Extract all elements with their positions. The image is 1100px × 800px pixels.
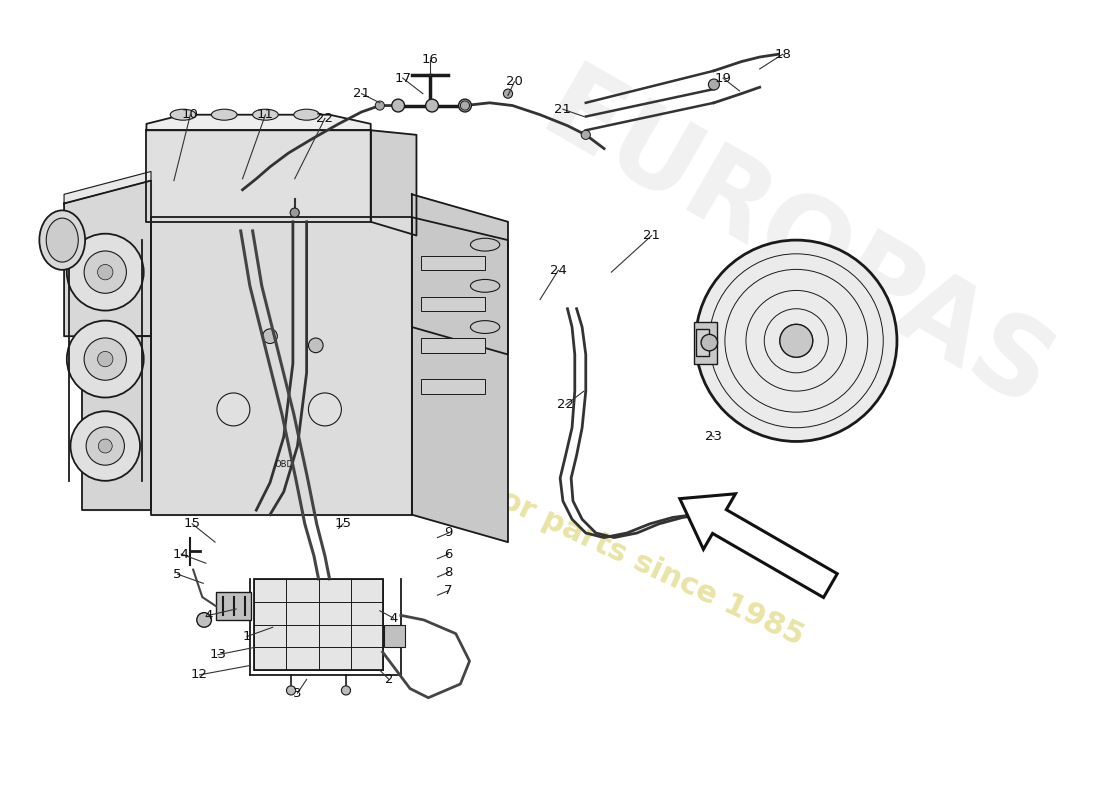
Circle shape — [67, 321, 144, 398]
Ellipse shape — [253, 110, 278, 120]
Ellipse shape — [471, 321, 499, 334]
Polygon shape — [151, 218, 411, 514]
Text: 9: 9 — [444, 526, 453, 539]
Circle shape — [84, 251, 126, 294]
Circle shape — [701, 334, 717, 351]
Text: 19: 19 — [715, 71, 732, 85]
Text: 21: 21 — [353, 87, 370, 100]
Ellipse shape — [471, 238, 499, 251]
Text: 22: 22 — [557, 398, 574, 411]
Text: 15: 15 — [334, 518, 352, 530]
Text: 22: 22 — [317, 112, 333, 125]
Circle shape — [695, 240, 896, 442]
Circle shape — [581, 130, 591, 139]
Text: 8: 8 — [444, 566, 453, 579]
Text: 6: 6 — [444, 547, 453, 561]
Bar — [216, 593, 251, 620]
Polygon shape — [64, 181, 151, 336]
Bar — [421, 379, 485, 394]
Polygon shape — [64, 171, 151, 203]
Text: 4: 4 — [205, 609, 213, 622]
Ellipse shape — [46, 218, 78, 262]
Bar — [421, 297, 485, 311]
Ellipse shape — [170, 110, 196, 120]
Circle shape — [84, 338, 126, 380]
Bar — [254, 578, 383, 670]
Circle shape — [780, 324, 813, 358]
Text: 4: 4 — [389, 612, 398, 625]
Ellipse shape — [471, 279, 499, 292]
Circle shape — [308, 338, 323, 353]
Circle shape — [392, 99, 405, 112]
Circle shape — [341, 686, 351, 695]
Ellipse shape — [294, 110, 319, 120]
Bar — [421, 338, 485, 353]
Ellipse shape — [40, 210, 85, 270]
Bar — [695, 329, 710, 356]
Circle shape — [461, 101, 470, 110]
Polygon shape — [411, 194, 508, 354]
Text: 21: 21 — [644, 229, 660, 242]
Circle shape — [98, 265, 113, 280]
Circle shape — [459, 99, 472, 112]
Text: 23: 23 — [705, 430, 723, 443]
Text: 15: 15 — [184, 518, 200, 530]
Bar — [384, 625, 405, 647]
Text: 20: 20 — [506, 75, 522, 88]
Polygon shape — [146, 130, 371, 222]
Text: 13: 13 — [209, 648, 227, 662]
Circle shape — [98, 351, 113, 366]
Polygon shape — [146, 114, 371, 130]
Polygon shape — [371, 130, 417, 235]
Circle shape — [98, 439, 112, 453]
Text: 5: 5 — [174, 568, 182, 581]
Circle shape — [67, 234, 144, 310]
Circle shape — [426, 99, 439, 112]
Text: 17: 17 — [394, 71, 411, 85]
Text: a passion for parts since 1985: a passion for parts since 1985 — [327, 406, 808, 651]
Circle shape — [197, 613, 211, 627]
Text: 24: 24 — [550, 264, 566, 277]
Text: OBD: OBD — [274, 460, 294, 469]
Circle shape — [290, 208, 299, 218]
Text: 14: 14 — [173, 547, 189, 561]
Circle shape — [504, 89, 513, 98]
Text: 10: 10 — [182, 108, 199, 122]
Text: 21: 21 — [554, 102, 571, 116]
Circle shape — [286, 686, 296, 695]
Text: 2: 2 — [385, 673, 393, 686]
Circle shape — [375, 101, 384, 110]
Polygon shape — [82, 336, 151, 510]
Bar — [694, 322, 717, 364]
Circle shape — [217, 393, 250, 426]
Text: 7: 7 — [444, 584, 453, 597]
Text: 18: 18 — [774, 48, 791, 61]
Ellipse shape — [211, 110, 238, 120]
Circle shape — [70, 411, 140, 481]
Text: 16: 16 — [421, 54, 439, 66]
Polygon shape — [680, 494, 837, 598]
Bar — [421, 256, 485, 270]
Text: 12: 12 — [191, 668, 208, 682]
Text: 3: 3 — [294, 686, 301, 700]
Text: 11: 11 — [257, 108, 274, 122]
Circle shape — [308, 393, 341, 426]
Circle shape — [708, 79, 719, 90]
Polygon shape — [411, 218, 508, 542]
Circle shape — [86, 427, 124, 465]
Text: 1: 1 — [243, 630, 252, 643]
Text: EUROPAS: EUROPAS — [524, 57, 1069, 433]
Circle shape — [263, 329, 277, 343]
